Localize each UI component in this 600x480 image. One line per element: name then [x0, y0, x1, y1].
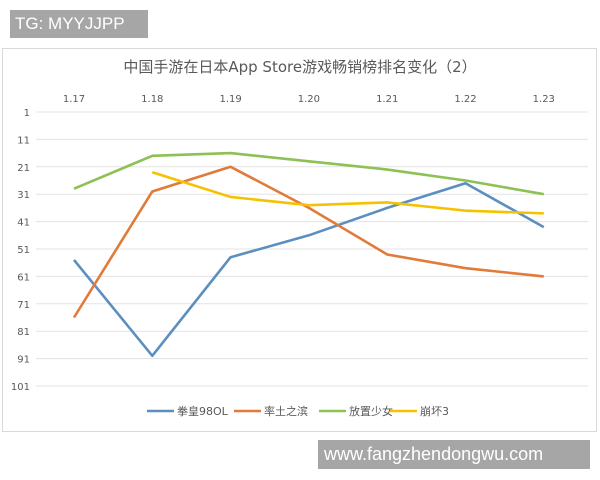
y-tick-label: 91 — [17, 355, 30, 366]
series-line-3 — [151, 171, 544, 215]
watermark-top: TG: MYYJJPP — [10, 10, 148, 38]
chart-title: 中国手游在日本App Store游戏畅销榜排名变化（2） — [123, 58, 476, 76]
y-tick-label: 41 — [17, 218, 30, 229]
series-line-1 — [72, 165, 544, 319]
y-tick-label: 51 — [17, 245, 30, 256]
legend-item: 放置少女 — [319, 404, 393, 418]
legend-label: 放置少女 — [349, 404, 393, 418]
y-tick-label: 31 — [17, 190, 30, 201]
legend-label: 率土之滨 — [264, 404, 308, 418]
chart-frame — [2, 48, 597, 432]
y-tick-label: 21 — [17, 163, 30, 174]
y-tick-label: 81 — [17, 327, 30, 338]
y-tick-label: 61 — [17, 272, 30, 283]
y-tick-label: 71 — [17, 300, 30, 311]
x-tick-label: 1.21 — [376, 94, 398, 105]
x-tick-label: 1.23 — [533, 94, 555, 105]
watermark-bottom: www.fangzhendongwu.com — [318, 440, 590, 469]
legend-label: 崩坏3 — [420, 404, 449, 418]
legend-item: 率土之滨 — [234, 404, 308, 418]
legend-label: 拳皇98OL — [177, 404, 229, 418]
y-tick-label: 1 — [24, 108, 30, 119]
x-tick-label: 1.18 — [141, 94, 163, 105]
y-tick-label: 101 — [11, 382, 30, 393]
x-tick-label: 1.20 — [298, 94, 320, 105]
x-tick-label: 1.22 — [454, 94, 476, 105]
legend-item: 崩坏3 — [390, 404, 449, 418]
x-tick-label: 1.17 — [63, 94, 85, 105]
legend-item: 拳皇98OL — [147, 404, 229, 418]
x-tick-label: 1.19 — [219, 94, 241, 105]
y-tick-label: 11 — [17, 135, 30, 146]
